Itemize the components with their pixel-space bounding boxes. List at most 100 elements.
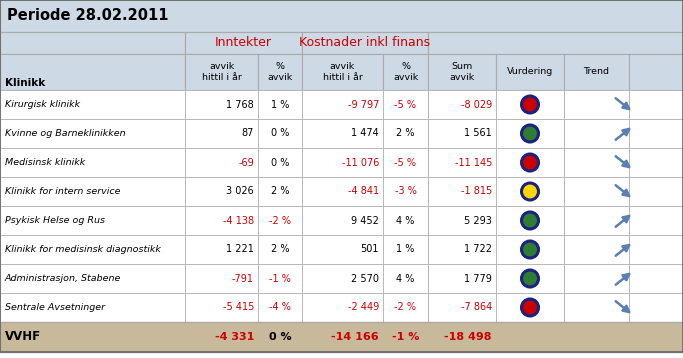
Bar <box>496 177 564 206</box>
Circle shape <box>522 183 538 200</box>
Bar <box>0 206 185 235</box>
Bar <box>428 54 496 90</box>
Text: -5 %: -5 % <box>395 158 417 168</box>
Circle shape <box>522 96 538 113</box>
Text: -14 166: -14 166 <box>331 332 379 342</box>
Bar <box>185 177 258 206</box>
Bar <box>302 264 383 293</box>
Text: Administrasjon, Stabene: Administrasjon, Stabene <box>5 274 122 283</box>
Bar <box>258 206 302 235</box>
Bar <box>629 264 683 293</box>
Bar <box>0 90 185 119</box>
Text: Medisinsk klinikk: Medisinsk klinikk <box>5 158 85 167</box>
Bar <box>496 264 564 293</box>
Text: 1 768: 1 768 <box>226 100 254 110</box>
Text: -2 449: -2 449 <box>348 303 379 313</box>
Text: -18 498: -18 498 <box>445 332 492 342</box>
Text: -1 815: -1 815 <box>461 187 492 197</box>
Bar <box>496 148 564 177</box>
Bar <box>383 90 428 119</box>
Bar <box>185 206 258 235</box>
Text: Klinikk: Klinikk <box>5 78 45 88</box>
Text: -11 076: -11 076 <box>342 158 379 168</box>
Bar <box>185 293 258 322</box>
Bar <box>428 90 496 119</box>
Bar <box>302 54 383 90</box>
Circle shape <box>522 270 538 287</box>
Bar <box>629 177 683 206</box>
Text: 1 221: 1 221 <box>226 245 254 255</box>
Text: Klinikk for intern service: Klinikk for intern service <box>5 187 120 196</box>
Text: Kirurgisk klinikk: Kirurgisk klinikk <box>5 100 80 109</box>
Text: 3 026: 3 026 <box>226 187 254 197</box>
Bar <box>496 119 564 148</box>
Bar <box>564 235 629 264</box>
Text: 1 561: 1 561 <box>464 129 492 139</box>
Bar <box>258 264 302 293</box>
Bar <box>258 235 302 264</box>
Bar <box>629 54 683 90</box>
Bar <box>0 322 683 352</box>
Bar <box>564 119 629 148</box>
Bar <box>496 293 564 322</box>
Text: -2 %: -2 % <box>269 216 291 226</box>
Text: -8 029: -8 029 <box>461 100 492 110</box>
Bar <box>629 206 683 235</box>
Bar <box>302 119 383 148</box>
Text: 2 %: 2 % <box>270 245 289 255</box>
Circle shape <box>522 125 538 142</box>
Text: Sentrale Avsetninger: Sentrale Avsetninger <box>5 303 105 312</box>
Circle shape <box>522 154 538 171</box>
Bar <box>185 54 258 90</box>
Bar <box>258 54 302 90</box>
Circle shape <box>522 241 538 258</box>
Text: 9 452: 9 452 <box>351 216 379 226</box>
Bar <box>0 177 185 206</box>
Text: Trend: Trend <box>583 68 609 77</box>
Text: -4 %: -4 % <box>269 303 291 313</box>
Bar <box>383 148 428 177</box>
Bar <box>629 293 683 322</box>
Bar <box>496 235 564 264</box>
Text: 1 %: 1 % <box>396 245 415 255</box>
Bar <box>185 90 258 119</box>
Text: Psykisk Helse og Rus: Psykisk Helse og Rus <box>5 216 105 225</box>
Text: 0 %: 0 % <box>271 129 289 139</box>
Bar <box>629 235 683 264</box>
Bar <box>302 235 383 264</box>
Bar <box>383 54 428 90</box>
Bar <box>258 177 302 206</box>
Bar <box>258 293 302 322</box>
Bar <box>564 54 629 90</box>
Bar <box>185 148 258 177</box>
Text: 1 %: 1 % <box>271 100 289 110</box>
Text: 501: 501 <box>361 245 379 255</box>
Text: 4 %: 4 % <box>396 274 415 284</box>
Text: VVHF: VVHF <box>5 330 41 343</box>
Bar <box>302 90 383 119</box>
Bar <box>383 119 428 148</box>
Bar <box>564 264 629 293</box>
Text: -9 797: -9 797 <box>348 100 379 110</box>
Text: 5 293: 5 293 <box>464 216 492 226</box>
Text: -4 841: -4 841 <box>348 187 379 197</box>
Text: -791: -791 <box>232 274 254 284</box>
Bar <box>564 148 629 177</box>
Text: -5 %: -5 % <box>395 100 417 110</box>
Bar <box>496 206 564 235</box>
Bar <box>564 293 629 322</box>
Text: avvik
hittil i år: avvik hittil i år <box>322 62 363 82</box>
Bar <box>0 235 185 264</box>
Text: -2 %: -2 % <box>395 303 417 313</box>
Bar <box>258 119 302 148</box>
Text: -1 %: -1 % <box>392 332 419 342</box>
Text: 0 %: 0 % <box>271 158 289 168</box>
Bar <box>302 177 383 206</box>
Bar <box>185 235 258 264</box>
Text: -11 145: -11 145 <box>455 158 492 168</box>
Bar <box>428 32 683 54</box>
Bar <box>185 119 258 148</box>
Bar <box>0 293 185 322</box>
Bar <box>0 32 185 54</box>
Text: %
avvik: % avvik <box>393 62 418 82</box>
